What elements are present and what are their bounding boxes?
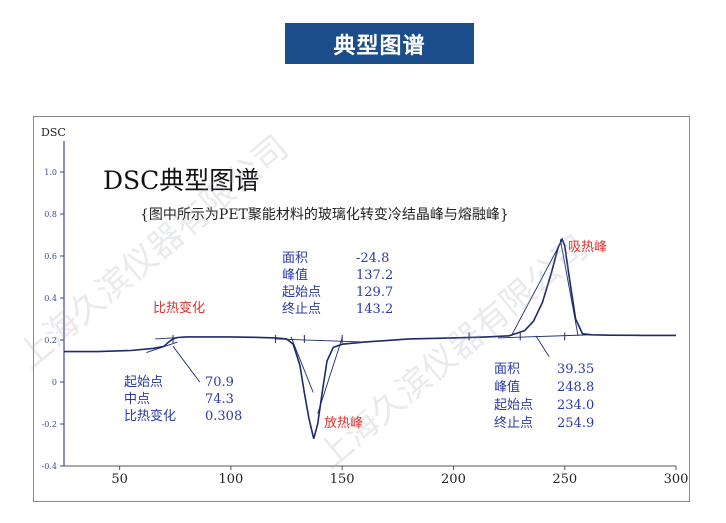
crystallization-value: 129.7 bbox=[356, 285, 393, 300]
banner-title: 典型图谱 bbox=[285, 23, 474, 64]
x-tick-label: 300 bbox=[664, 472, 689, 487]
y-tick-label: 0 bbox=[52, 378, 57, 387]
glass-key: 比热变化 bbox=[124, 408, 176, 424]
melting-value: 254.9 bbox=[557, 416, 594, 431]
chart-axes bbox=[63, 141, 676, 467]
melting-value: 39.35 bbox=[557, 362, 594, 377]
crystallization-key: 面积 bbox=[282, 251, 308, 266]
chart-frame bbox=[33, 116, 690, 502]
y-tick-label: 0.2 bbox=[44, 336, 57, 345]
tangent-line bbox=[497, 334, 592, 339]
melting-key: 终止点 bbox=[494, 415, 533, 431]
tangent-line bbox=[535, 335, 550, 358]
x-tick-label: 150 bbox=[330, 472, 355, 487]
tangent-line bbox=[317, 337, 343, 414]
glass-value: 0.308 bbox=[205, 409, 242, 424]
chart-tangents bbox=[146, 238, 592, 414]
tangent-line bbox=[290, 336, 314, 393]
x-tick-label: 200 bbox=[441, 472, 466, 487]
y-tick-label: 0.6 bbox=[44, 252, 57, 261]
tangent-line bbox=[146, 341, 178, 354]
y-tick-label: 1.0 bbox=[44, 168, 57, 177]
chart-ylabel: DSC bbox=[41, 126, 66, 139]
crystallization-peak-label: 放热峰 bbox=[324, 416, 363, 431]
glass-transition-label: 比热变化 bbox=[153, 300, 205, 316]
tangent-line bbox=[559, 239, 579, 336]
y-tick-label: 0.8 bbox=[44, 210, 57, 219]
tangent-line bbox=[510, 238, 563, 337]
x-tick-label: 50 bbox=[111, 472, 128, 487]
x-tick-label: 100 bbox=[218, 472, 243, 487]
glass-value: 74.3 bbox=[205, 392, 234, 407]
glass-key: 起始点 bbox=[124, 375, 163, 390]
y-tick-label: -0.4 bbox=[42, 462, 57, 471]
tangent-line bbox=[172, 346, 201, 383]
crystallization-key: 峰值 bbox=[282, 267, 308, 283]
melting-key: 峰值 bbox=[494, 379, 520, 395]
glass-value: 70.9 bbox=[205, 375, 234, 390]
melting-value: 234.0 bbox=[557, 398, 594, 413]
crystallization-value: 137.2 bbox=[356, 268, 393, 283]
y-tick-label: -0.2 bbox=[42, 420, 57, 429]
crystallization-key: 终止点 bbox=[282, 301, 321, 317]
tangent-line bbox=[275, 338, 365, 343]
crystallization-key: 起始点 bbox=[282, 285, 321, 300]
chart-subtitle: {图中所示为PET聚能材料的玻璃化转变冷结晶峰与熔融峰} bbox=[140, 206, 509, 223]
y-tick-label: 0.4 bbox=[44, 294, 57, 303]
melting-key: 起始点 bbox=[494, 398, 533, 413]
chart-ticks: 1.0 0.8 0.6 0.4 0.2 0 -0.2 -0.4 50 100 150 200 250 30… bbox=[42, 168, 689, 487]
crystallization-value: -24.8 bbox=[356, 251, 389, 266]
melting-peak-label: 吸热峰 bbox=[568, 240, 607, 255]
melting-key: 面积 bbox=[494, 362, 520, 377]
chart-title: DSC典型图谱 bbox=[103, 166, 259, 195]
glass-key: 中点 bbox=[124, 392, 150, 407]
crystallization-value: 143.2 bbox=[356, 302, 393, 317]
melting-value: 248.8 bbox=[557, 380, 594, 395]
x-tick-label: 250 bbox=[552, 472, 577, 487]
